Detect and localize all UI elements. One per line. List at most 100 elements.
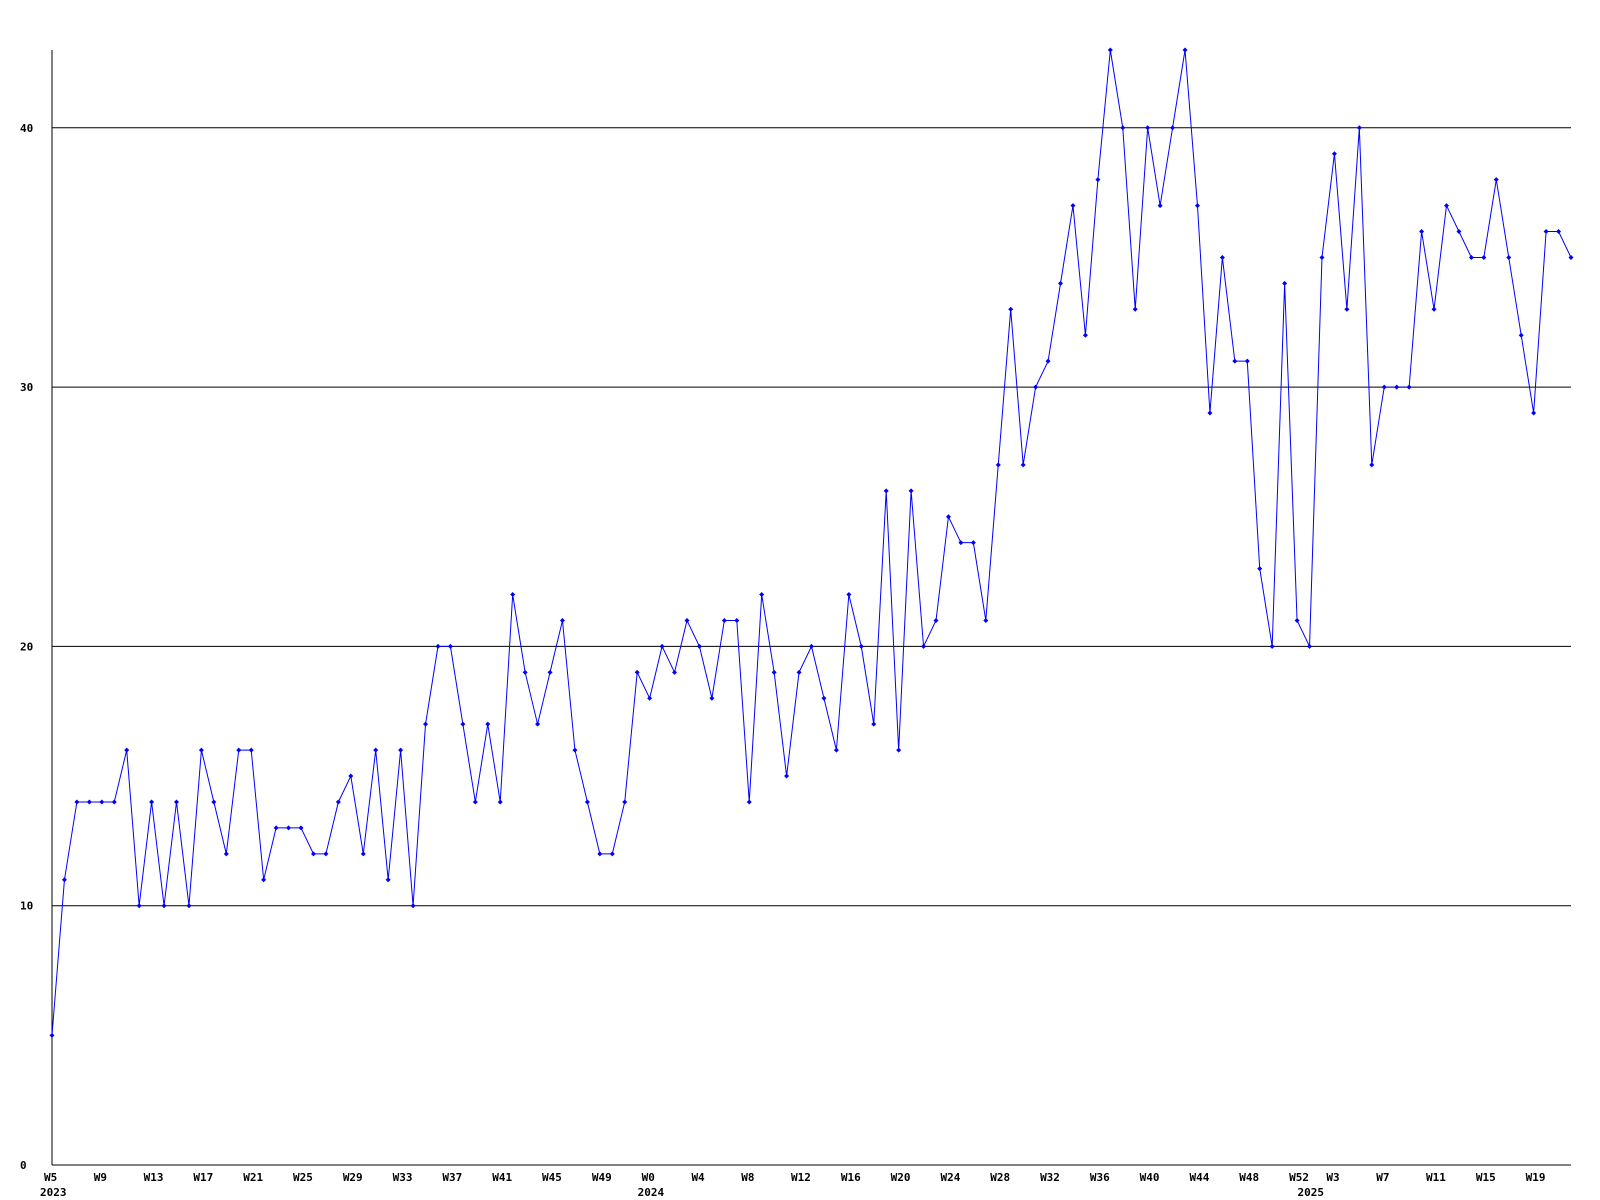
point-marker (1394, 384, 1400, 390)
y-tick-label: 0 (20, 1159, 27, 1172)
x-tick-label: W13 (144, 1171, 164, 1184)
point-marker (1356, 125, 1362, 131)
point-marker (1269, 643, 1275, 649)
point-marker (696, 643, 702, 649)
point-marker (1008, 306, 1014, 312)
x-tick-label: W8 (741, 1171, 754, 1184)
year-label: 2024 (638, 1186, 665, 1199)
point-marker (323, 851, 329, 857)
point-marker (995, 462, 1001, 468)
point-marker (547, 669, 553, 675)
point-marker (1132, 306, 1138, 312)
point-marker (672, 669, 678, 675)
x-tick-label: W29 (343, 1171, 363, 1184)
point-marker (1120, 125, 1126, 131)
point-marker (1543, 229, 1549, 235)
point-marker (410, 903, 416, 909)
point-marker (622, 799, 628, 805)
point-marker (174, 799, 180, 805)
point-marker (647, 695, 653, 701)
point-marker (1468, 254, 1474, 260)
x-tick-label: W33 (393, 1171, 413, 1184)
point-marker (236, 747, 242, 753)
x-tick-label: W17 (193, 1171, 213, 1184)
point-marker (61, 877, 67, 883)
x-tick-label: W0 (642, 1171, 655, 1184)
point-marker (709, 695, 715, 701)
point-marker (298, 825, 304, 831)
point-marker (1344, 306, 1350, 312)
point-marker (211, 799, 217, 805)
point-marker (833, 747, 839, 753)
point-marker (908, 488, 914, 494)
point-marker (248, 747, 254, 753)
point-marker (858, 643, 864, 649)
point-marker (522, 669, 528, 675)
x-tick-label: W52 (1289, 1171, 1309, 1184)
point-marker (1207, 410, 1213, 416)
x-tick-label: W11 (1426, 1171, 1446, 1184)
point-marker (1082, 332, 1088, 338)
point-marker (535, 721, 541, 727)
point-marker (360, 851, 366, 857)
x-tick-label: W25 (293, 1171, 313, 1184)
point-marker (485, 721, 491, 727)
x-tick-label: W5 (44, 1171, 57, 1184)
point-marker (559, 617, 565, 623)
point-marker (186, 903, 192, 909)
x-tick-label: W7 (1376, 1171, 1389, 1184)
y-tick-label: 30 (20, 381, 33, 394)
point-marker (846, 592, 852, 598)
point-marker (1406, 384, 1412, 390)
point-marker (1443, 203, 1449, 209)
point-marker (871, 721, 877, 727)
point-marker (223, 851, 229, 857)
point-marker (1058, 280, 1064, 286)
point-marker (472, 799, 478, 805)
point-marker (572, 747, 578, 753)
y-tick-label: 20 (20, 640, 33, 653)
point-marker (1331, 151, 1337, 157)
point-marker (161, 903, 167, 909)
x-tick-label: W49 (592, 1171, 612, 1184)
x-tick-label: W28 (990, 1171, 1010, 1184)
point-marker (609, 851, 615, 857)
point-marker (721, 617, 727, 623)
x-tick-label: W20 (891, 1171, 911, 1184)
point-marker (310, 851, 316, 857)
point-marker (74, 799, 80, 805)
point-marker (746, 799, 752, 805)
x-tick-label: W15 (1476, 1171, 1496, 1184)
point-marker (1294, 617, 1300, 623)
point-marker (86, 799, 92, 805)
point-marker (659, 643, 665, 649)
point-marker (398, 747, 404, 753)
point-marker (1493, 177, 1499, 183)
point-marker (149, 799, 155, 805)
point-marker (1232, 358, 1238, 364)
point-marker (796, 669, 802, 675)
point-marker (759, 592, 765, 598)
point-marker (49, 1032, 55, 1038)
point-marker (584, 799, 590, 805)
x-tick-label: W37 (442, 1171, 462, 1184)
year-label: 2025 (1298, 1186, 1325, 1199)
point-marker (945, 514, 951, 520)
point-marker (1381, 384, 1387, 390)
point-marker (1257, 566, 1263, 572)
point-marker (809, 643, 814, 649)
point-marker (1045, 358, 1051, 364)
point-marker (1307, 643, 1313, 649)
point-marker (933, 617, 939, 623)
point-marker (124, 747, 130, 753)
point-marker (1568, 254, 1574, 260)
point-marker (1419, 229, 1425, 235)
point-marker (1145, 125, 1151, 131)
x-tick-label: W40 (1140, 1171, 1160, 1184)
x-tick-label: W16 (841, 1171, 861, 1184)
x-tick-label: W36 (1090, 1171, 1110, 1184)
point-marker (385, 877, 391, 883)
x-tick-label: W21 (243, 1171, 263, 1184)
point-marker (1456, 229, 1462, 235)
